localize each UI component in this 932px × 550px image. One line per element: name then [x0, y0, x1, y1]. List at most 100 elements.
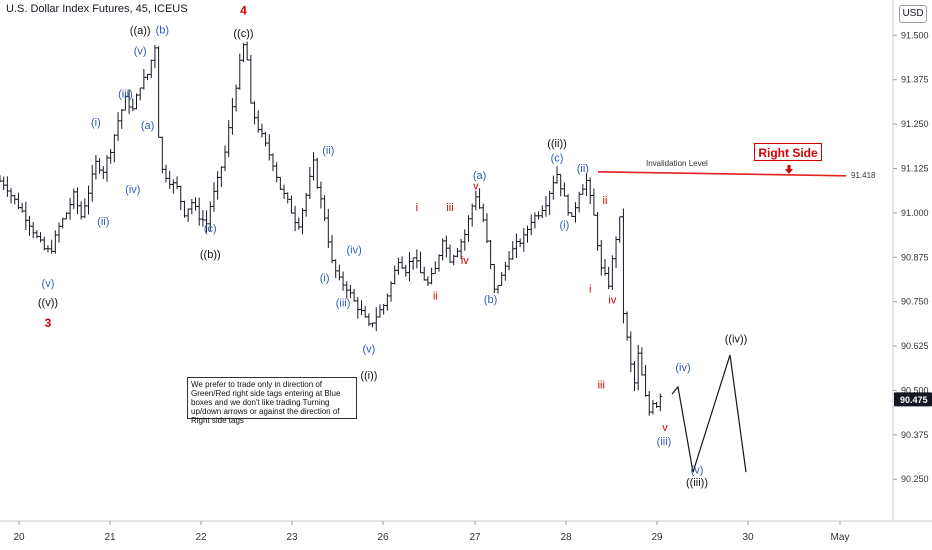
ohlc-bar	[0, 175, 2, 183]
wave-label: ((iv))	[725, 333, 748, 345]
wave-label: (b)	[156, 24, 169, 36]
ohlc-bar	[226, 119, 231, 158]
ohlc-bar	[436, 254, 441, 272]
ohlc-bar	[230, 97, 235, 135]
ohlc-bar	[507, 251, 512, 271]
wave-label: ((c))	[233, 28, 253, 40]
wave-label: v	[662, 422, 668, 434]
ohlc-bar	[116, 112, 121, 142]
projection-path	[671, 354, 747, 473]
ohlc-bar	[636, 344, 641, 391]
ohlc-bar	[477, 188, 482, 209]
ohlc-bar	[16, 192, 21, 210]
ohlc-bar	[536, 211, 541, 220]
ohlc-bar	[639, 347, 644, 376]
wave-label: (a)	[473, 170, 486, 182]
ohlc-bar	[53, 230, 58, 254]
ohlc-bar	[189, 198, 194, 215]
ohlc-bar	[127, 89, 132, 114]
ohlc-bar	[252, 101, 257, 125]
currency-button[interactable]: USD	[899, 5, 927, 23]
ohlc-bar	[86, 185, 91, 215]
ohlc-bar	[82, 198, 87, 219]
wave-label: ((iii))	[686, 477, 708, 489]
y-tick-label: 91.500	[901, 30, 929, 40]
ohlc-bar	[333, 259, 338, 278]
ohlc-bar	[45, 245, 50, 253]
ohlc-bar	[625, 311, 630, 341]
ohlc-bar	[186, 208, 191, 222]
ohlc-bar	[93, 155, 98, 180]
ohlc-bar	[433, 261, 438, 275]
y-tick-label: 90.750	[901, 297, 929, 307]
ohlc-bar	[650, 400, 655, 415]
wave-label: (c)	[204, 223, 217, 235]
ohlc-bar	[274, 162, 279, 183]
ohlc-bar	[547, 190, 552, 216]
ohlc-bar	[97, 158, 102, 174]
ohlc-bar	[414, 249, 419, 269]
ohlc-bar	[566, 194, 571, 216]
ohlc-bars	[0, 41, 663, 416]
y-axis[interactable]: 91.500 91.375 91.250 91.125 91.000 90.875 90.7…	[892, 0, 932, 521]
ohlc-bar	[473, 190, 478, 211]
wave-label: ((v))	[38, 297, 58, 309]
ohlc-bar	[215, 171, 220, 200]
ohlc-bar	[141, 68, 146, 90]
y-tick-label: 90.500	[901, 385, 929, 395]
ohlc-bar	[31, 222, 36, 239]
wave-label: (v)	[134, 46, 147, 58]
ohlc-bar	[400, 256, 405, 269]
ohlc-bar	[164, 164, 168, 183]
ohlc-bar	[521, 227, 526, 252]
ohlc-bar	[193, 197, 198, 211]
ohlc-bar	[293, 205, 298, 232]
wave-label: (iii)	[118, 88, 133, 100]
ohlc-bar	[167, 170, 172, 189]
right-side-tag-label: Right Side	[758, 146, 818, 160]
ohlc-bar	[341, 271, 346, 291]
wave-label: iii	[446, 202, 453, 214]
ohlc-bar	[289, 195, 294, 214]
ohlc-bar	[422, 266, 427, 281]
ohlc-bar	[591, 188, 596, 216]
ohlc-bar	[470, 203, 475, 227]
x-axis[interactable]: 20 21 22 23 26 27 28 29 30 May	[0, 520, 932, 543]
ohlc-bar	[647, 391, 652, 416]
ohlc-bar	[344, 281, 349, 299]
ohlc-bar	[42, 236, 47, 251]
ohlc-bar	[178, 185, 183, 211]
ohlc-bar	[34, 230, 39, 239]
ohlc-bar	[20, 202, 25, 213]
ohlc-bar	[241, 43, 246, 63]
ohlc-bar	[12, 194, 17, 205]
ohlc-bar	[57, 222, 62, 243]
ohlc-bar	[573, 202, 578, 223]
ohlc-bar	[197, 197, 202, 226]
wave-labels: (v) ((v)) 3 (i) (ii) (iii) (iv) (v) ((a)) (a) (b) (…	[38, 3, 747, 489]
ohlc-bar	[138, 87, 143, 101]
x-tick-label: 20	[13, 532, 25, 543]
ohlc-bar	[156, 46, 161, 138]
wave-label: ii	[433, 290, 438, 302]
ohlc-bar	[628, 331, 633, 373]
ohlc-bar	[204, 210, 209, 233]
wave-label: i	[416, 202, 418, 214]
ohlc-bar	[632, 361, 637, 391]
ohlc-bar	[134, 93, 139, 110]
ohlc-bar	[68, 197, 73, 220]
ohlc-bar	[75, 187, 80, 215]
ohlc-bar	[104, 155, 109, 182]
ohlc-bar	[540, 205, 545, 219]
ohlc-bar	[366, 313, 371, 327]
ohlc-bar	[377, 304, 382, 318]
ohlc-bar	[481, 203, 486, 223]
ohlc-bar	[71, 188, 76, 209]
x-tick-label: 23	[286, 532, 298, 543]
ohlc-bar	[200, 210, 205, 227]
ohlc-bar	[123, 93, 128, 111]
ohlc-bar	[211, 182, 216, 212]
wave-label: (b)	[484, 294, 497, 306]
ohlc-bar	[27, 215, 32, 236]
